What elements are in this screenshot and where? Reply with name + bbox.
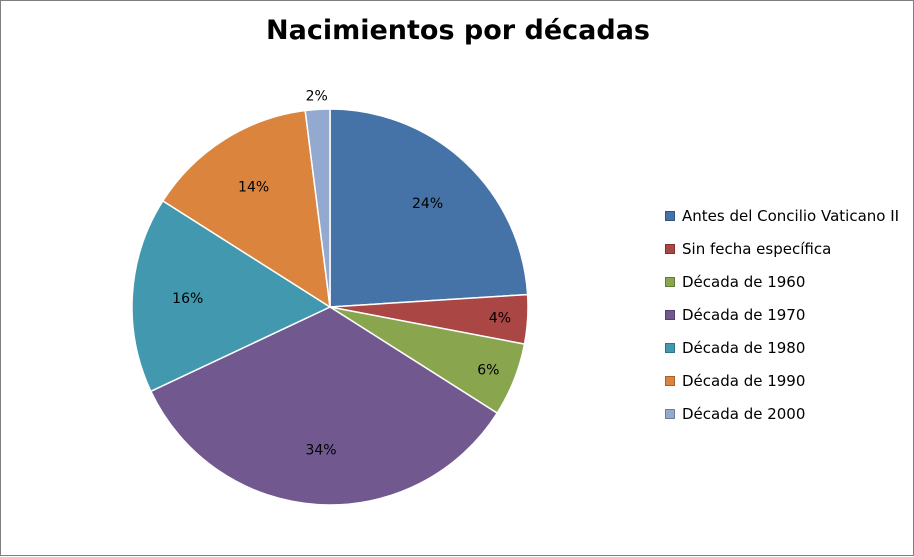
data-label-3: 34% xyxy=(305,442,336,458)
legend-item-0: Antes del Concilio Vaticano II xyxy=(665,199,899,232)
data-label-0: 24% xyxy=(412,196,443,212)
legend-item-3: Década de 1970 xyxy=(665,298,899,331)
legend-item-1: Sin fecha específica xyxy=(665,232,899,265)
legend-swatch xyxy=(665,342,675,353)
legend-label: Década de 1960 xyxy=(682,272,806,291)
legend-label: Sin fecha específica xyxy=(682,239,832,258)
legend-swatch xyxy=(665,276,675,287)
legend-label: Década de 1970 xyxy=(682,305,806,324)
legend-item-6: Década de 2000 xyxy=(665,397,899,430)
legend-label: Década de 1980 xyxy=(682,338,806,357)
legend-label: Década de 1990 xyxy=(682,371,806,390)
legend-item-4: Década de 1980 xyxy=(665,331,899,364)
legend-swatch xyxy=(665,375,675,386)
data-label-2: 6% xyxy=(477,363,499,379)
legend-swatch xyxy=(665,309,675,320)
pie-slice-0 xyxy=(329,108,529,308)
data-label-1: 4% xyxy=(489,311,511,327)
legend-swatch xyxy=(665,243,675,254)
legend: Antes del Concilio Vaticano II Sin fecha … xyxy=(665,199,899,430)
data-label-4: 16% xyxy=(172,291,203,307)
data-label-6: 2% xyxy=(306,88,328,104)
pie-slice-6 xyxy=(304,108,331,308)
legend-swatch xyxy=(665,210,675,221)
legend-label: Antes del Concilio Vaticano II xyxy=(682,206,900,225)
legend-label: Década de 2000 xyxy=(682,404,806,423)
chart-title: Nacimientos por décadas xyxy=(266,15,650,46)
legend-swatch xyxy=(665,408,675,419)
legend-item-2: Década de 1960 xyxy=(665,265,899,298)
pie-slice-4 xyxy=(131,199,332,393)
pie-slice-3 xyxy=(149,306,499,506)
data-label-5: 14% xyxy=(238,180,269,196)
legend-item-5: Década de 1990 xyxy=(665,364,899,397)
pie-slice-5 xyxy=(161,109,331,309)
